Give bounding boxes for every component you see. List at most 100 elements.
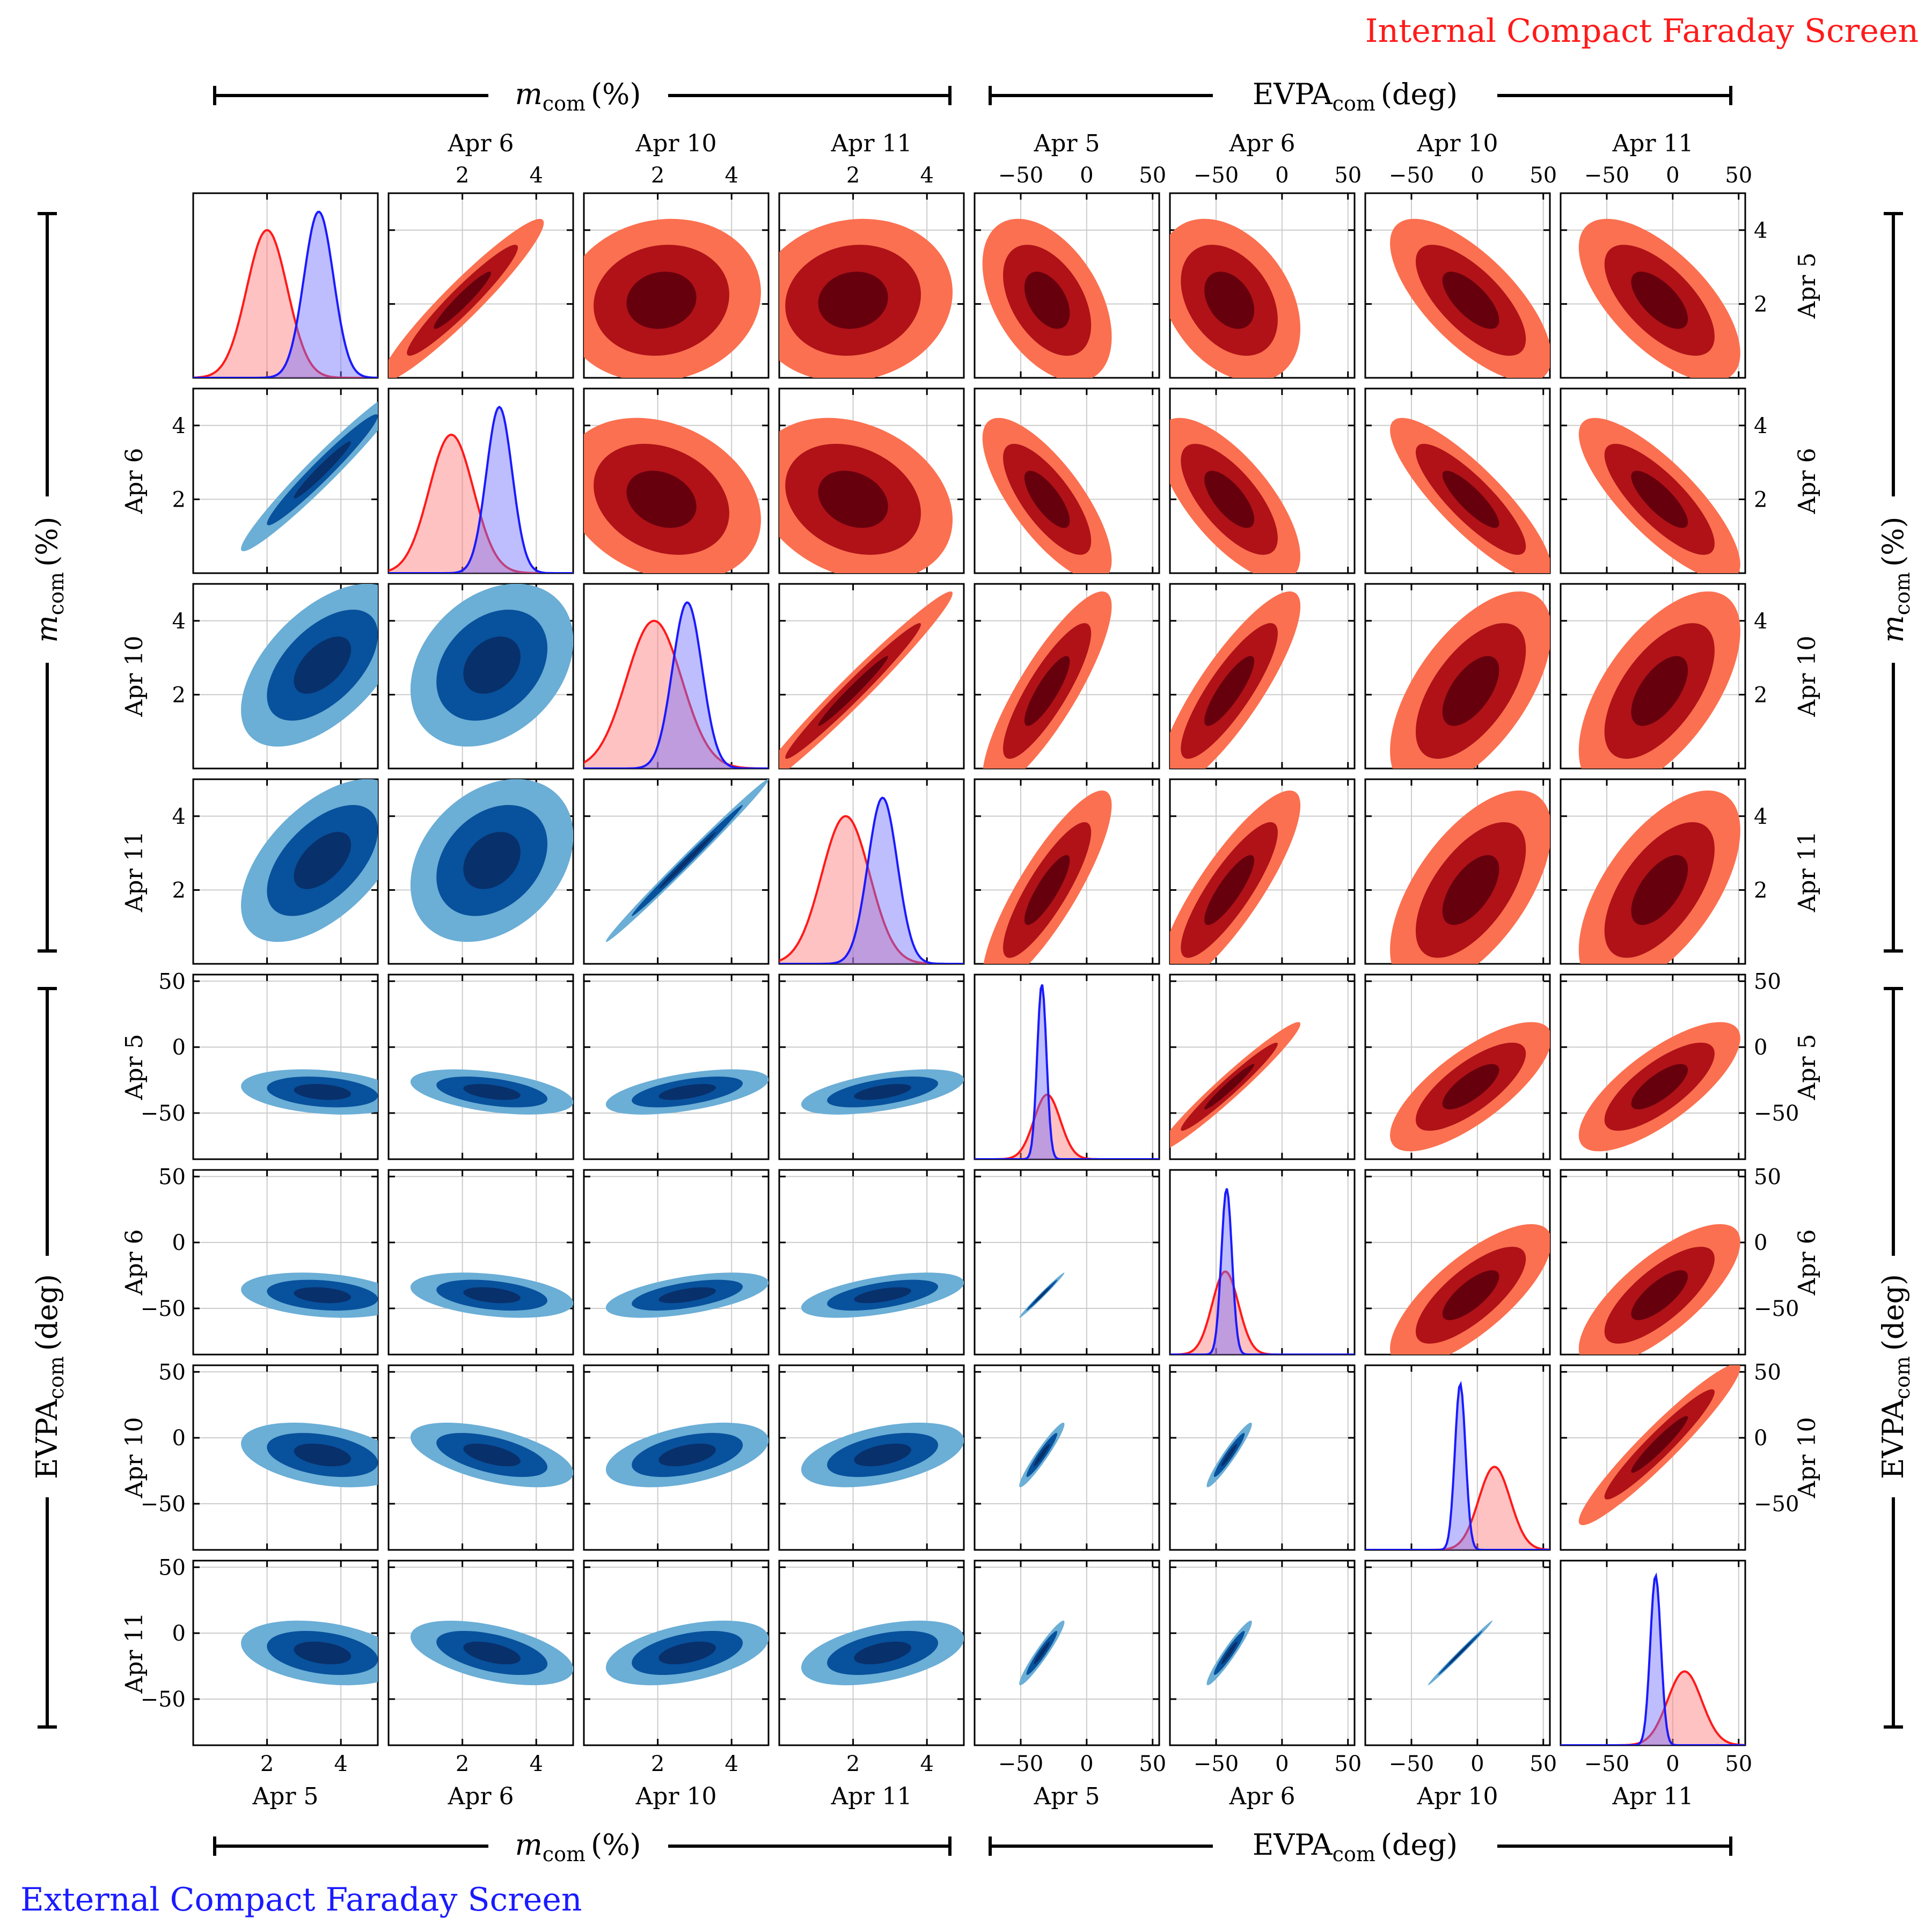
bottom-tick-label: 2 <box>651 1752 664 1776</box>
internal-6-7-level-3 <box>1631 1416 1688 1473</box>
external-7-3-contours <box>801 1620 964 1686</box>
bottom-tick-label: 50 <box>1139 1752 1166 1776</box>
left-tick-label: 4 <box>172 414 186 438</box>
external-6-2-contours <box>605 1422 769 1488</box>
internal-marginal-fill <box>1365 1467 1550 1550</box>
internal-5-7-level-3 <box>1631 1270 1688 1320</box>
external-marginal-line <box>584 601 769 769</box>
left-axis-label: Apr 5 <box>121 1034 148 1101</box>
internal-marginal-line <box>1561 1670 1745 1745</box>
panel-5-5 <box>1169 1169 1356 1356</box>
external-4-0-contours <box>241 1069 378 1115</box>
external-2-1-contours <box>410 584 573 747</box>
panel-frame <box>387 583 574 770</box>
internal-4-5-contours <box>1170 1022 1301 1152</box>
panel-grid <box>975 1365 1159 1550</box>
panel-frame <box>974 778 1160 965</box>
left-axis-label: Apr 11 <box>121 1613 148 1694</box>
panel-frame <box>778 778 965 965</box>
internal-3-7-contours <box>1578 790 1740 964</box>
panel-frame <box>1169 1560 1356 1746</box>
bottom-tick-label: 4 <box>529 1752 543 1776</box>
left-tick-label: 2 <box>172 683 186 707</box>
panel-frame <box>583 583 770 770</box>
internal-0-7-contours <box>1578 218 1740 378</box>
left-tick-label: 0 <box>172 1035 186 1060</box>
right-axis-label: Apr 11 <box>1794 831 1821 913</box>
external-7-2-level-3 <box>658 1641 716 1665</box>
external-marginal-line <box>193 210 378 378</box>
bottom-axis-label: Apr 5 <box>252 1783 319 1810</box>
right-tick-label: 50 <box>1754 1360 1781 1385</box>
left-tick-label: −50 <box>141 1101 186 1126</box>
top-tick-label: 0 <box>1666 163 1679 188</box>
bottom-tick-label: 4 <box>724 1752 738 1776</box>
top-tick-label: 50 <box>1139 163 1166 188</box>
panel-frame <box>1560 1560 1746 1746</box>
marginal-5 <box>1170 1188 1355 1355</box>
internal-3-5-level-3 <box>1204 855 1255 925</box>
panel-7-4 <box>974 1560 1160 1746</box>
internal-3-4-level-3 <box>1024 855 1070 925</box>
left-tick-label: 2 <box>172 487 186 512</box>
marginal-6 <box>1365 1380 1550 1550</box>
right-axis-label: Apr 10 <box>1794 1417 1821 1499</box>
panel-frame <box>583 974 770 1160</box>
external-5-0-level-3 <box>294 1287 352 1304</box>
external-2-1-level-3 <box>463 636 521 694</box>
external-5-2-contours <box>605 1272 769 1318</box>
external-4-2-level-3 <box>658 1084 716 1100</box>
panel-frame <box>583 1169 770 1356</box>
internal-2-3-contours <box>779 591 953 769</box>
internal-marginal-fill <box>779 816 964 964</box>
left-tick-label: 2 <box>172 878 186 903</box>
internal-1-3-contours <box>779 418 953 573</box>
external-6-1-level-3 <box>463 1443 521 1467</box>
internal-1-7-contours <box>1578 418 1740 573</box>
external-4-1-level-3 <box>463 1084 521 1100</box>
top-tick-label: 50 <box>1725 163 1752 188</box>
external-6-4-contours <box>1019 1422 1065 1488</box>
right-tick-label: 4 <box>1754 609 1767 634</box>
right-tick-label: −50 <box>1754 1101 1799 1126</box>
external-marginal-fill <box>1365 1384 1550 1550</box>
panel-5-4 <box>974 1169 1160 1356</box>
internal-title: Internal Compact Faraday Screen <box>1365 12 1919 50</box>
right-tick-label: 2 <box>1754 487 1767 512</box>
top-tick-label: 2 <box>846 163 860 188</box>
bottom-tick-label: −50 <box>1194 1752 1239 1776</box>
internal-marginal-fill <box>1561 1671 1745 1745</box>
internal-5-7-contours <box>1578 1224 1740 1355</box>
panel-frame <box>192 1169 379 1356</box>
external-7-4-contours <box>1019 1620 1065 1686</box>
marginal-0 <box>193 210 378 378</box>
external-3-2-level-3 <box>658 832 716 889</box>
external-7-0-level-3 <box>294 1641 352 1665</box>
panel-frame <box>387 192 574 379</box>
external-3-1-contours <box>410 779 573 942</box>
panel-2-2 <box>583 583 770 770</box>
right-tick-label: 50 <box>1754 969 1781 994</box>
external-6-0-contours <box>241 1422 378 1488</box>
bottom-tick-label: −50 <box>1584 1752 1629 1776</box>
panel-frame <box>583 1364 770 1551</box>
left-m-label: mcom(%) <box>30 517 68 643</box>
right-m-label: mcom(%) <box>1876 517 1914 643</box>
internal-0-3-contours <box>779 218 953 378</box>
panel-frame <box>974 1560 1160 1746</box>
bottom-tick-label: 0 <box>1666 1752 1679 1776</box>
panel-frame <box>778 1560 965 1746</box>
panel-6-6 <box>1364 1364 1551 1551</box>
panel-frame <box>1560 1364 1746 1551</box>
panel-4-2 <box>583 974 770 1160</box>
panel-5-3 <box>778 1169 965 1356</box>
panel-4-0 <box>192 974 379 1160</box>
external-4-2-contours <box>605 1069 769 1115</box>
external-5-3-contours <box>801 1272 964 1318</box>
internal-0-5-level-3 <box>1204 272 1255 329</box>
external-7-1-contours <box>410 1620 573 1686</box>
left-tick-label: 4 <box>172 804 186 829</box>
panel-grid <box>584 975 769 1159</box>
left-tick-label: 0 <box>172 1231 186 1255</box>
right-axis-label: Apr 6 <box>1794 1230 1821 1296</box>
